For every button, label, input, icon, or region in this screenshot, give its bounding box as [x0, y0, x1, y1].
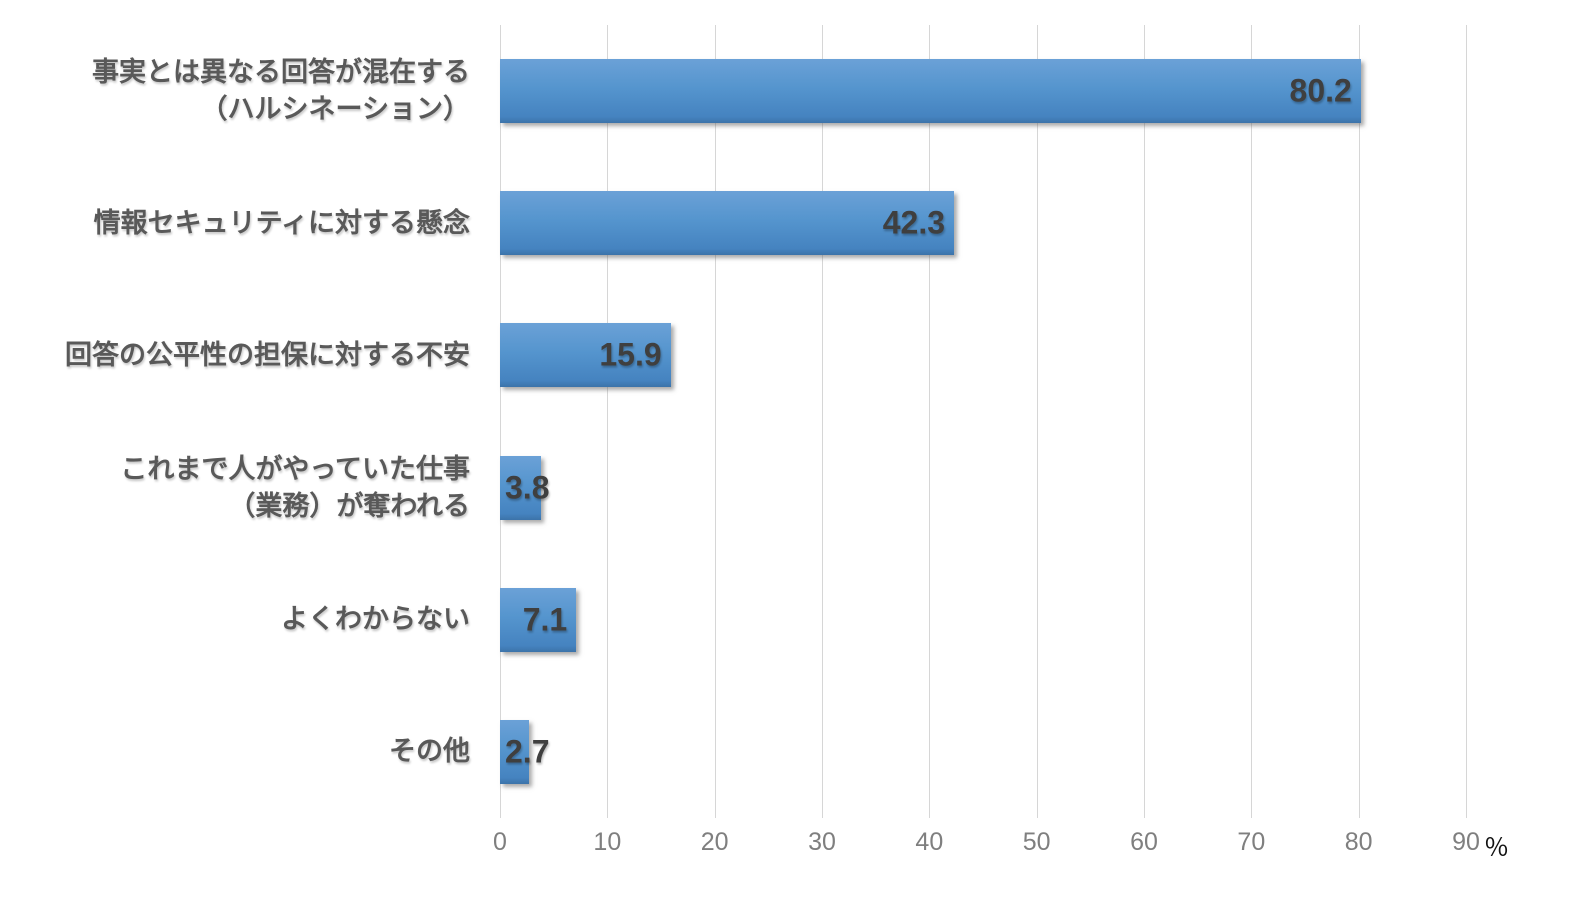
- x-tick-label: 30: [808, 828, 836, 856]
- x-tick-label: 50: [1022, 828, 1051, 856]
- x-tick-label: 10: [593, 828, 622, 856]
- gridline: [714, 25, 716, 818]
- gridline: [1466, 25, 1467, 818]
- category-label: 回答の公平性の担保に対する不安: [65, 339, 470, 370]
- bar: 80.2: [500, 59, 1361, 124]
- bar: 15.9: [500, 323, 671, 388]
- bar-row: 42.3: [500, 157, 1466, 289]
- value-label: 15.9: [599, 336, 662, 373]
- bar: 3.8: [500, 455, 549, 520]
- gridline: [1036, 25, 1038, 818]
- x-tick-label: 70: [1237, 828, 1266, 856]
- bar: 42.3: [500, 191, 955, 256]
- category-label: 事実とは異なる回答が混在する （ハルシネーション）: [92, 57, 470, 125]
- bar-row: 3.8: [500, 422, 1466, 554]
- gridline: [1358, 25, 1360, 818]
- gridline: [607, 25, 609, 818]
- x-tick-label: 20: [700, 828, 729, 856]
- category-label: これまで人がやっていた仕事 （業務）が奪われる: [120, 453, 470, 521]
- x-tick-label: 80: [1344, 828, 1373, 856]
- gridline: [1251, 25, 1253, 818]
- plot-area: 80.2 42.3 15.9 3.8 7.1 2.7: [500, 25, 1467, 818]
- bar-row: 7.1: [500, 554, 1466, 686]
- bar: 2.7: [500, 719, 549, 784]
- value-label: 3.8: [505, 469, 550, 506]
- x-tick-label: 60: [1130, 828, 1158, 856]
- gridline: [822, 25, 823, 818]
- category-label: よくわからない: [281, 604, 470, 635]
- bar-row: 80.2: [500, 25, 1466, 157]
- bar: 7.1: [500, 587, 577, 652]
- axis-unit-label: ％: [1484, 834, 1510, 862]
- category-label: その他: [389, 736, 470, 767]
- bar-row: 2.7: [500, 686, 1466, 818]
- value-label: 7.1: [522, 601, 568, 638]
- x-tick-label: 0: [493, 828, 507, 856]
- value-label: 42.3: [882, 204, 946, 241]
- value-label: 80.2: [1289, 72, 1352, 109]
- x-tick-label: 40: [915, 828, 944, 856]
- value-label: 2.7: [505, 733, 550, 770]
- bar-row: 15.9: [500, 289, 1466, 421]
- gridline: [500, 25, 501, 818]
- category-label: 情報セキュリティに対する懸念: [93, 207, 470, 238]
- x-tick-label: 90: [1452, 828, 1480, 856]
- gridline: [1144, 25, 1145, 818]
- gridline: [929, 25, 931, 818]
